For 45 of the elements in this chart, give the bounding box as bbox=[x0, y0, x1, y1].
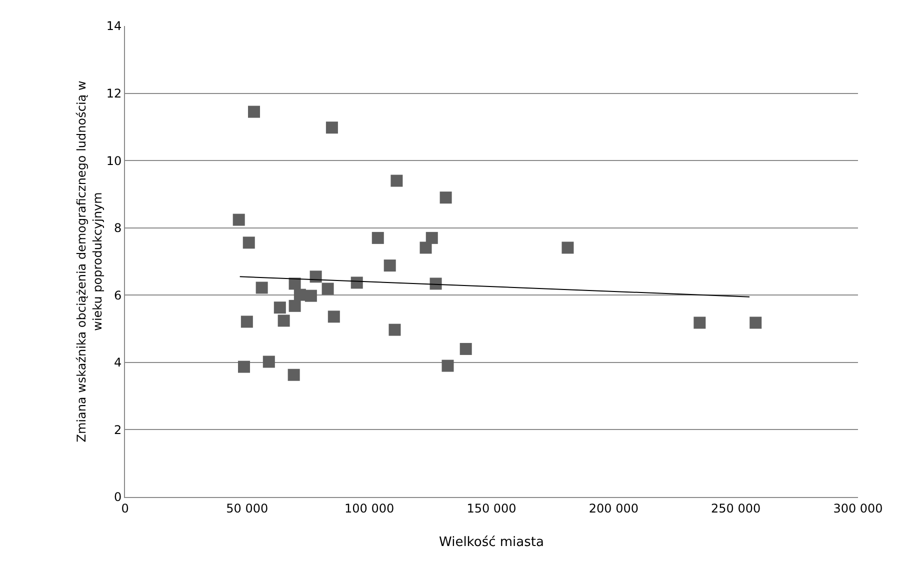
y-tick-label: 8 bbox=[114, 221, 122, 236]
point bbox=[390, 174, 403, 187]
point bbox=[262, 356, 275, 368]
point bbox=[242, 236, 255, 249]
point bbox=[388, 324, 401, 336]
y-tick-label: 4 bbox=[114, 356, 122, 370]
point bbox=[328, 310, 340, 323]
y-axis-title: Zmiana wskaźnika obciążenia demograficznego ludnością w wieku poprodukcyjnym bbox=[74, 80, 104, 442]
point bbox=[240, 316, 253, 328]
point bbox=[326, 122, 338, 134]
point bbox=[304, 290, 317, 302]
x-axis-title: Wielkość miasta bbox=[439, 535, 544, 550]
x-tick-label: 50 000 bbox=[226, 501, 268, 516]
y-tick-label: 14 bbox=[106, 19, 122, 34]
point bbox=[310, 270, 322, 283]
y-tick-label: 6 bbox=[114, 288, 122, 302]
point bbox=[460, 342, 472, 355]
point bbox=[384, 260, 396, 272]
point bbox=[232, 214, 245, 226]
point bbox=[562, 242, 574, 254]
point bbox=[248, 106, 260, 118]
point bbox=[372, 232, 384, 244]
point bbox=[322, 282, 334, 295]
point bbox=[440, 192, 452, 204]
x-tick-label: 100 000 bbox=[344, 501, 394, 516]
x-tick-label: 150 000 bbox=[466, 501, 516, 516]
point bbox=[430, 278, 442, 290]
point bbox=[694, 316, 706, 329]
point bbox=[274, 302, 286, 314]
x-tick-label: 300 000 bbox=[833, 501, 883, 516]
y-tick-label: 12 bbox=[106, 86, 122, 100]
point bbox=[288, 300, 301, 312]
y-tick-label: 0 bbox=[114, 490, 122, 504]
point bbox=[750, 316, 762, 329]
point bbox=[288, 368, 300, 381]
y-tick-label: 10 bbox=[106, 154, 122, 168]
point bbox=[256, 282, 268, 294]
point bbox=[278, 314, 290, 327]
point bbox=[350, 276, 363, 289]
x-tick-label: 250 000 bbox=[711, 501, 761, 516]
point bbox=[442, 360, 454, 372]
x-tick-label: 200 000 bbox=[588, 501, 638, 516]
point bbox=[238, 360, 250, 373]
point bbox=[420, 242, 432, 254]
y-tick-label: 2 bbox=[114, 422, 122, 437]
